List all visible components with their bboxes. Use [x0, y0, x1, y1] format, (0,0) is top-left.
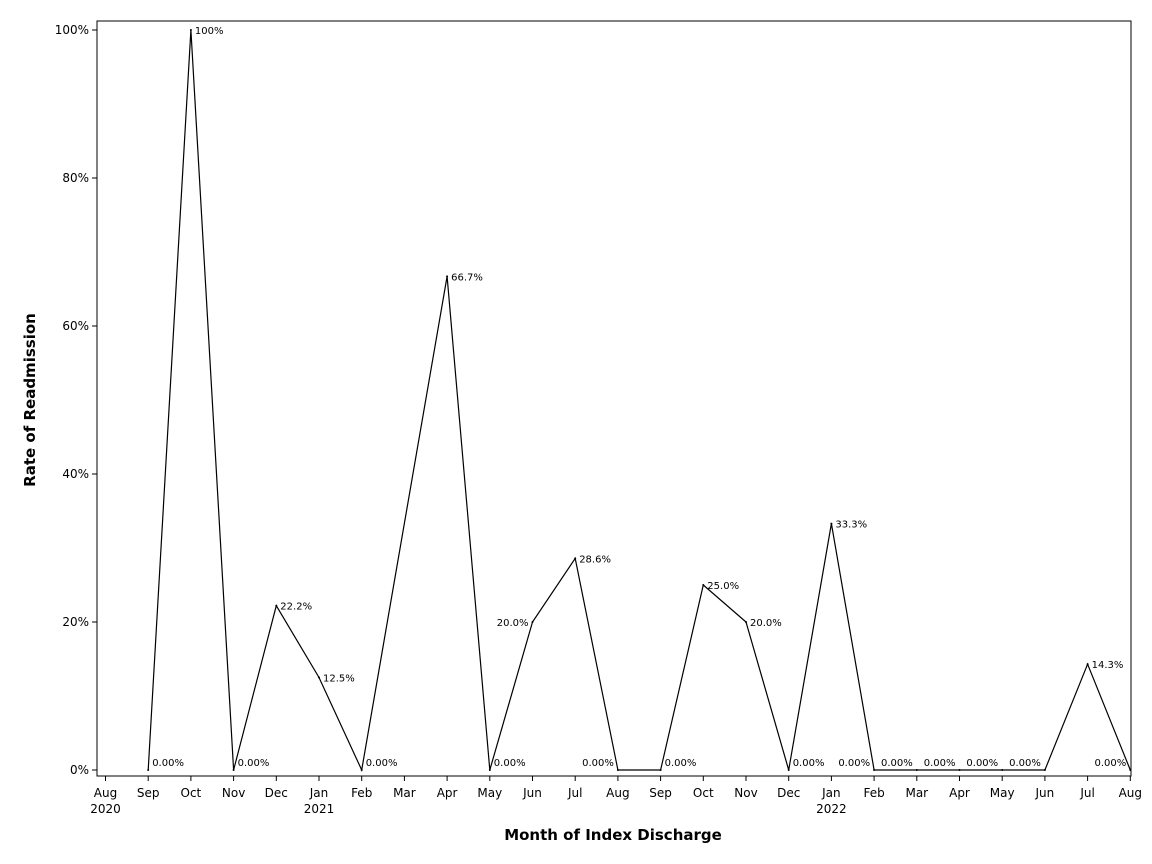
x-tick-label: Jun [522, 786, 542, 800]
data-point [147, 769, 150, 771]
x-tick-label: Sep [137, 786, 160, 800]
data-point [360, 769, 363, 771]
x-tick-label: Feb [351, 786, 372, 800]
x-tick-label: Mar [905, 786, 928, 800]
x-axis: Aug 2020 Sep Oct Nov Dec Jan 2021 Feb Mar Apr May Ju… [90, 776, 1142, 816]
x-tick-label: Dec [265, 786, 288, 800]
series-line-group [147, 29, 1132, 773]
data-point [702, 584, 705, 586]
data-point [915, 769, 918, 771]
data-point [745, 621, 747, 623]
y-tick-label: 60% [62, 319, 89, 333]
x-tick-label: Oct [693, 786, 714, 800]
x-tick-label: Oct [181, 786, 202, 800]
x-tick-label: Jul [1079, 786, 1094, 800]
data-point [574, 557, 577, 560]
x-tick-label: Apr [949, 786, 970, 800]
y-tick-label: 40% [62, 467, 89, 481]
x-tick-label: Jan [309, 786, 329, 800]
data-label: 0.00% [966, 758, 998, 769]
x-tick-label: May [477, 786, 502, 800]
data-point [1001, 769, 1004, 771]
plot-frame [96, 20, 1132, 777]
x-tick-label: Jul [567, 786, 582, 800]
data-label: 0.00% [238, 758, 270, 769]
x-tick-label: May [990, 786, 1015, 800]
data-label: 0.00% [1095, 758, 1127, 769]
data-label: 0.00% [838, 758, 870, 769]
data-point [1086, 663, 1089, 666]
data-point [787, 769, 790, 771]
data-point [958, 769, 961, 771]
data-label: 100% [195, 26, 224, 37]
data-label: 0.00% [582, 758, 614, 769]
readmission-rate-line [147, 29, 1131, 773]
y-tick-label: 80% [62, 171, 89, 185]
x-tick-year-label: 2020 [90, 802, 121, 816]
data-point [1129, 769, 1132, 771]
data-label: 0.00% [494, 758, 526, 769]
data-point [446, 275, 449, 278]
data-point [189, 29, 192, 31]
data-label: 12.5% [323, 674, 355, 685]
data-label: 28.6% [579, 554, 611, 565]
x-tick-label: Apr [437, 786, 458, 800]
data-label: 20.0% [750, 618, 782, 629]
data-label: 66.7% [451, 272, 483, 283]
data-point [275, 604, 278, 607]
x-tick-label: Dec [777, 786, 800, 800]
data-label: 14.3% [1092, 660, 1124, 671]
data-label: 0.00% [1009, 758, 1041, 769]
x-tick-label: Nov [222, 786, 245, 800]
x-tick-year-label: 2021 [304, 802, 335, 816]
data-point [232, 769, 235, 771]
x-tick-label: Aug [606, 786, 629, 800]
data-point [659, 769, 662, 771]
y-axis-title: Rate of Readmission [21, 313, 39, 487]
data-label: 33.3% [835, 520, 867, 531]
data-label: 0.00% [924, 758, 956, 769]
x-tick-label: Nov [734, 786, 757, 800]
x-tick-label: Sep [649, 786, 672, 800]
x-tick-label: Aug [1119, 786, 1142, 800]
y-tick-label: 20% [62, 615, 89, 629]
x-tick-year-label: 2022 [816, 802, 847, 816]
data-point [1043, 769, 1046, 771]
x-tick-label: Jan [821, 786, 841, 800]
data-label: 0.00% [881, 758, 913, 769]
data-point [531, 621, 534, 623]
data-labels-group: 0.00% 100% 0.00% 22.2% 12.5% 0.00% 66.7% 0.00% 2… [152, 26, 1126, 769]
data-point [616, 769, 619, 771]
x-axis-title: Month of Index Discharge [504, 826, 722, 844]
data-label: 22.2% [280, 602, 312, 613]
x-tick-label: Mar [393, 786, 416, 800]
x-tick-label: Aug [94, 786, 117, 800]
data-label: 25.0% [707, 581, 739, 592]
data-label: 0.00% [793, 758, 825, 769]
y-axis: 0% 20% 40% 60% 80% 100% [55, 23, 97, 777]
data-label: 20.0% [497, 618, 529, 629]
data-label: 0.00% [665, 758, 697, 769]
data-point [873, 769, 876, 771]
data-label: 0.00% [152, 758, 184, 769]
y-tick-label: 100% [55, 23, 89, 37]
x-tick-label: Feb [863, 786, 884, 800]
x-tick-label: Jun [1035, 786, 1055, 800]
y-tick-label: 0% [70, 763, 89, 777]
data-point [830, 522, 833, 525]
data-point [488, 769, 491, 771]
data-label: 0.00% [366, 758, 398, 769]
data-point [318, 676, 320, 679]
